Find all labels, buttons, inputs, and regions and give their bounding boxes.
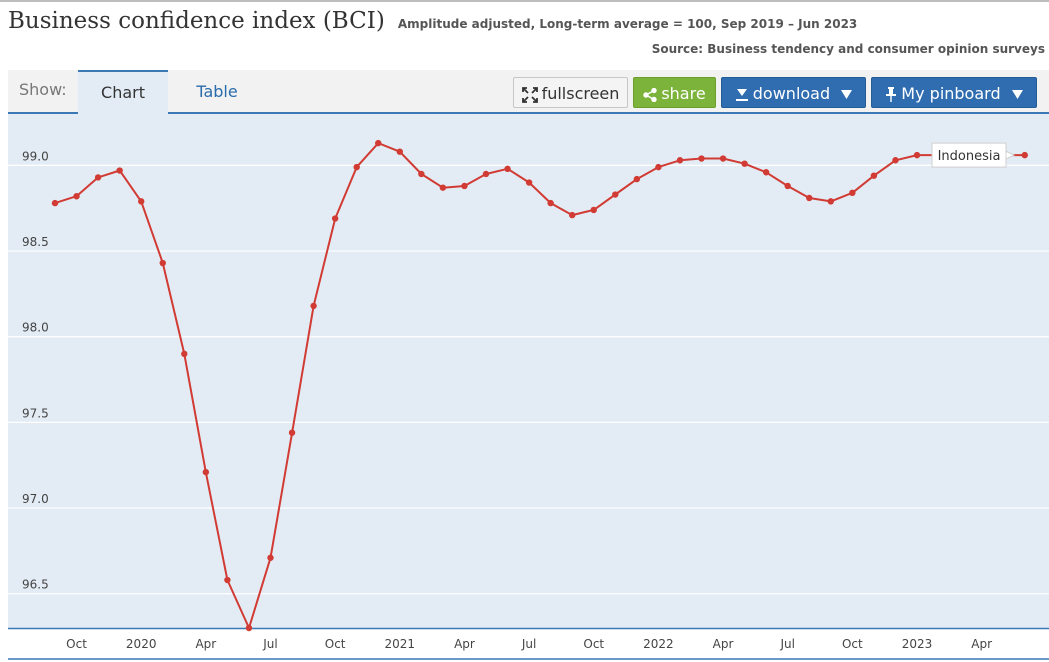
x-tick-label: Jul	[779, 637, 794, 651]
data-point[interactable]	[202, 468, 210, 476]
gridlines	[8, 164, 1049, 595]
source-note: Source: Business tendency and consumer o…	[651, 42, 1045, 56]
share-icon	[643, 87, 658, 102]
x-axis: Oct 2020 Apr Jul Oct 2021 Apr Jul Oct 2022 Apr Jul O…	[8, 627, 1049, 660]
data-point[interactable]	[569, 211, 576, 219]
data-point[interactable]	[719, 155, 727, 162]
x-tick-label: Jul	[262, 637, 277, 651]
data-point[interactable]	[762, 169, 770, 176]
series-line	[54, 142, 1025, 629]
download-button[interactable]: download	[721, 77, 866, 108]
x-tick-label: 2023	[902, 637, 933, 651]
x-tick-label: Apr	[713, 637, 734, 651]
data-point[interactable]	[482, 170, 490, 178]
chart-header: Business confidence index (BCI) Amplitud…	[8, 8, 857, 34]
y-tick-label: 96.5	[22, 578, 49, 592]
x-tick-label: 2022	[643, 637, 674, 651]
data-point[interactable]	[590, 206, 597, 214]
data-point[interactable]	[504, 165, 511, 173]
data-point[interactable]	[849, 189, 856, 197]
data-point[interactable]	[245, 624, 253, 632]
download-label: download	[752, 84, 831, 103]
data-point[interactable]	[288, 429, 296, 436]
line-chart: 96.597.097.598.098.599.0 Oct 2020 Apr Jul Oc…	[8, 114, 1049, 660]
x-tick-label: 2021	[385, 637, 416, 651]
data-point[interactable]	[525, 179, 533, 186]
data-point[interactable]	[806, 194, 813, 202]
chart-subtitle: Amplitude adjusted, Long-term average = …	[397, 17, 858, 31]
data-point[interactable]	[655, 163, 662, 171]
data-point[interactable]	[676, 157, 684, 164]
series-indonesia	[51, 139, 1028, 632]
series-label-pointer	[1005, 150, 1016, 160]
plot-area	[8, 114, 1049, 628]
data-point[interactable]	[181, 350, 188, 358]
data-point[interactable]	[892, 157, 899, 164]
x-tick-label: Oct	[325, 637, 346, 651]
data-point[interactable]	[439, 184, 447, 191]
data-point[interactable]	[224, 576, 231, 584]
expand-arrows-icon	[521, 86, 538, 103]
data-point[interactable]	[913, 151, 921, 159]
data-point[interactable]	[612, 191, 619, 198]
y-axis: 96.5 97.0 97.5 98.0 98.5 99.0	[22, 149, 49, 591]
data-point[interactable]	[138, 198, 145, 205]
top-rule	[0, 0, 1049, 2]
x-tick-label: Oct	[66, 637, 87, 651]
y-tick-label: 97.0	[22, 492, 49, 506]
toolbar: Show: Chart Table fullscreen	[8, 70, 1049, 114]
x-tick-label: Apr	[195, 637, 216, 651]
data-point[interactable]	[870, 172, 878, 179]
pinboard-label: My pinboard	[901, 84, 1001, 103]
x-tick-label: 2020	[126, 637, 157, 651]
data-point[interactable]	[461, 182, 468, 190]
x-tick-label: Jul	[521, 637, 536, 651]
data-point[interactable]	[375, 139, 382, 147]
data-point[interactable]	[267, 554, 274, 561]
tab-table[interactable]: Table	[196, 82, 238, 101]
data-point[interactable]	[827, 198, 834, 205]
series-label-box: Indonesia	[931, 142, 1016, 168]
y-tick-label: 98.0	[22, 321, 49, 335]
y-tick-label: 99.0	[22, 149, 49, 163]
x-tick-label: Oct	[842, 637, 863, 651]
data-point[interactable]	[73, 193, 80, 200]
x-tick-label: Apr	[971, 637, 992, 651]
fullscreen-button[interactable]: fullscreen	[513, 77, 628, 108]
data-point[interactable]	[418, 170, 425, 178]
data-point[interactable]	[310, 302, 317, 310]
download-icon	[735, 88, 749, 102]
page-title: Business confidence index (BCI)	[8, 8, 385, 34]
data-point[interactable]	[633, 175, 641, 183]
caret-down-icon	[841, 90, 853, 99]
data-point[interactable]	[159, 259, 166, 267]
my-pinboard-button[interactable]: My pinboard	[871, 77, 1037, 108]
share-button[interactable]: share	[633, 77, 716, 108]
x-tick-label: Apr	[454, 637, 475, 651]
data-point[interactable]	[94, 174, 102, 181]
data-point[interactable]	[698, 155, 705, 162]
pin-icon	[885, 87, 897, 102]
data-point[interactable]	[784, 182, 791, 190]
data-point[interactable]	[331, 215, 339, 222]
x-tick-label: Oct	[583, 637, 604, 651]
series-label-background	[931, 142, 1007, 168]
tab-chart[interactable]: Chart	[78, 70, 168, 114]
fullscreen-label: fullscreen	[541, 84, 620, 103]
data-point[interactable]	[1021, 151, 1028, 159]
series-label: Indonesia	[938, 149, 1001, 164]
show-label: Show:	[19, 80, 67, 99]
share-label: share	[661, 84, 706, 103]
y-tick-label: 98.5	[22, 235, 49, 249]
data-point[interactable]	[547, 199, 554, 207]
data-point[interactable]	[353, 163, 360, 171]
data-point[interactable]	[741, 160, 748, 167]
data-point[interactable]	[51, 199, 59, 207]
caret-down-icon	[1011, 90, 1023, 99]
data-point[interactable]	[396, 148, 403, 155]
data-point[interactable]	[116, 167, 123, 174]
y-tick-label: 97.5	[22, 406, 49, 420]
